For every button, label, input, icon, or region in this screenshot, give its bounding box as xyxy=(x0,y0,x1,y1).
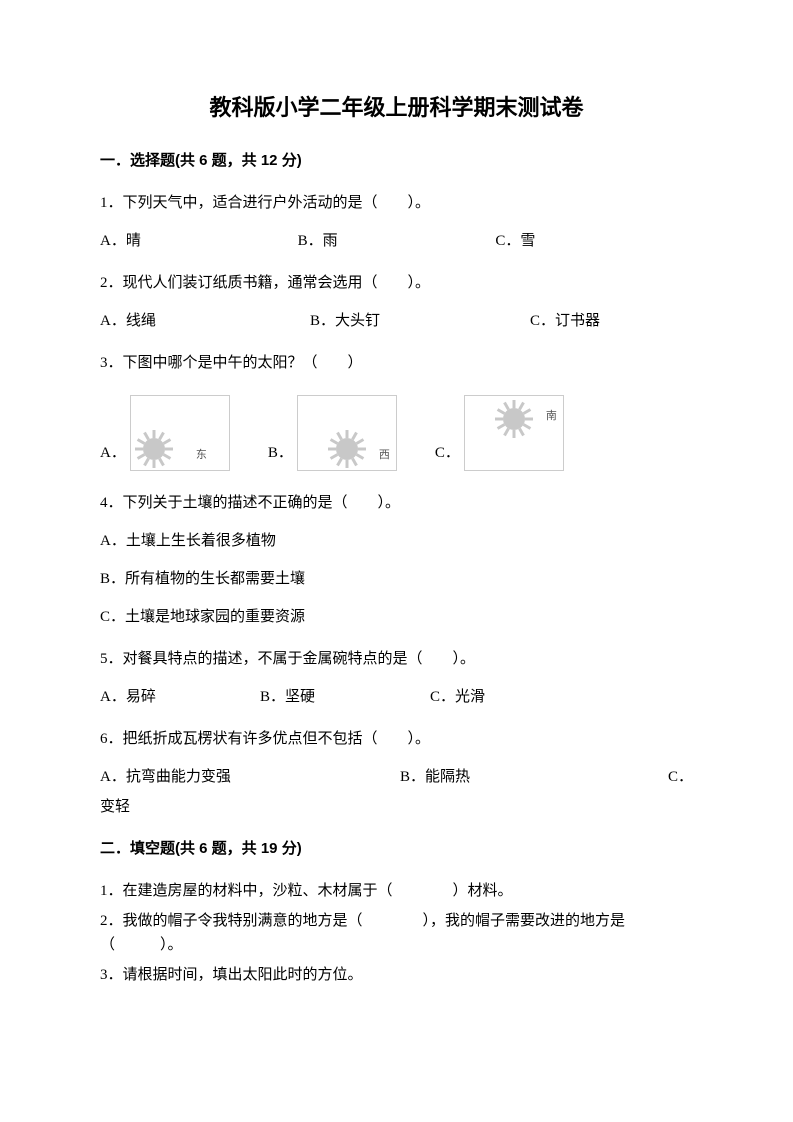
fill-q1: 1．在建造房屋的材料中，沙粒、木材属于（ ）材料。 xyxy=(100,879,693,903)
q6-opt-b: B．能隔热 xyxy=(400,765,663,789)
sun-icon xyxy=(495,400,533,438)
q4-opt-b: B．所有植物的生长都需要土壤 xyxy=(100,567,693,591)
q4-text: 4．下列关于土壤的描述不正确的是（ ）。 xyxy=(100,491,693,515)
q1-opt-c: C．雪 xyxy=(495,229,693,253)
q4: 4．下列关于土壤的描述不正确的是（ ）。 A．土壤上生长着很多植物 B．所有植物… xyxy=(100,491,693,629)
q3-opt-a-label: A． xyxy=(100,441,126,471)
q2-opt-c: C．订书器 xyxy=(530,309,693,333)
q3-opt-c-label: C． xyxy=(435,441,460,471)
dir-west-label: 西 xyxy=(379,447,390,465)
q6-text: 6．把纸折成瓦楞状有许多优点但不包括（ ）。 xyxy=(100,727,693,751)
q6-opt-c-tail: 变轻 xyxy=(100,795,693,819)
q1-text: 1．下列天气中，适合进行户外活动的是（ ）。 xyxy=(100,191,693,215)
q5-options: A．易碎 B．坚硬 C．光滑 xyxy=(100,685,693,709)
q6: 6．把纸折成瓦楞状有许多优点但不包括（ ）。 A．抗弯曲能力变强 B．能隔热 C… xyxy=(100,727,693,819)
q3-img-c: 南 xyxy=(464,395,564,471)
dir-east-label: 东 xyxy=(196,447,207,465)
q3-options: A． 东 B． 西 C． 南 xyxy=(100,395,693,471)
q1-opt-b: B．雨 xyxy=(298,229,496,253)
q2: 2．现代人们装订纸质书籍，通常会选用（ ）。 A．线绳 B．大头钉 C．订书器 xyxy=(100,271,693,333)
q3-opt-c: C． 南 xyxy=(435,395,564,471)
q1-opt-a: A．晴 xyxy=(100,229,298,253)
q3-img-a: 东 xyxy=(130,395,230,471)
q3-text: 3．下图中哪个是中午的太阳？（ ） xyxy=(100,351,693,375)
page-title: 教科版小学二年级上册科学期末测试卷 xyxy=(100,90,693,125)
q5-text: 5．对餐具特点的描述，不属于金属碗特点的是（ ）。 xyxy=(100,647,693,671)
fill-q3: 3．请根据时间，填出太阳此时的方位。 xyxy=(100,963,693,987)
fill-questions: 1．在建造房屋的材料中，沙粒、木材属于（ ）材料。 2．我做的帽子令我特别满意的… xyxy=(100,879,693,987)
q2-options: A．线绳 B．大头钉 C．订书器 xyxy=(100,309,693,333)
q6-opt-c: C． xyxy=(663,765,693,789)
sun-icon xyxy=(135,430,173,468)
section1-header: 一．选择题(共 6 题，共 12 分) xyxy=(100,149,693,173)
q3: 3．下图中哪个是中午的太阳？（ ） A． 东 B． 西 C． xyxy=(100,351,693,471)
q2-opt-b: B．大头钉 xyxy=(310,309,530,333)
q4-opt-a: A．土壤上生长着很多植物 xyxy=(100,529,693,553)
dir-south-label: 南 xyxy=(546,408,557,426)
q5-opt-a: A．易碎 xyxy=(100,685,260,709)
q1-options: A．晴 B．雨 C．雪 xyxy=(100,229,693,253)
q1: 1．下列天气中，适合进行户外活动的是（ ）。 A．晴 B．雨 C．雪 xyxy=(100,191,693,253)
q3-opt-b: B． 西 xyxy=(268,395,397,471)
fill-q2: 2．我做的帽子令我特别满意的地方是（ ），我的帽子需要改进的地方是（ ）。 xyxy=(100,909,693,957)
q5-opt-c: C．光滑 xyxy=(430,685,693,709)
sun-icon xyxy=(328,430,366,468)
section2-header: 二．填空题(共 6 题，共 19 分) xyxy=(100,837,693,861)
q3-opt-a: A． 东 xyxy=(100,395,230,471)
q5: 5．对餐具特点的描述，不属于金属碗特点的是（ ）。 A．易碎 B．坚硬 C．光滑 xyxy=(100,647,693,709)
q6-opt-a: A．抗弯曲能力变强 xyxy=(100,765,400,789)
q6-options: A．抗弯曲能力变强 B．能隔热 C． xyxy=(100,765,693,789)
q3-opt-b-label: B． xyxy=(268,441,293,471)
q3-img-b: 西 xyxy=(297,395,397,471)
q2-opt-a: A．线绳 xyxy=(100,309,310,333)
q2-text: 2．现代人们装订纸质书籍，通常会选用（ ）。 xyxy=(100,271,693,295)
q5-opt-b: B．坚硬 xyxy=(260,685,430,709)
q4-opt-c: C．土壤是地球家园的重要资源 xyxy=(100,605,693,629)
